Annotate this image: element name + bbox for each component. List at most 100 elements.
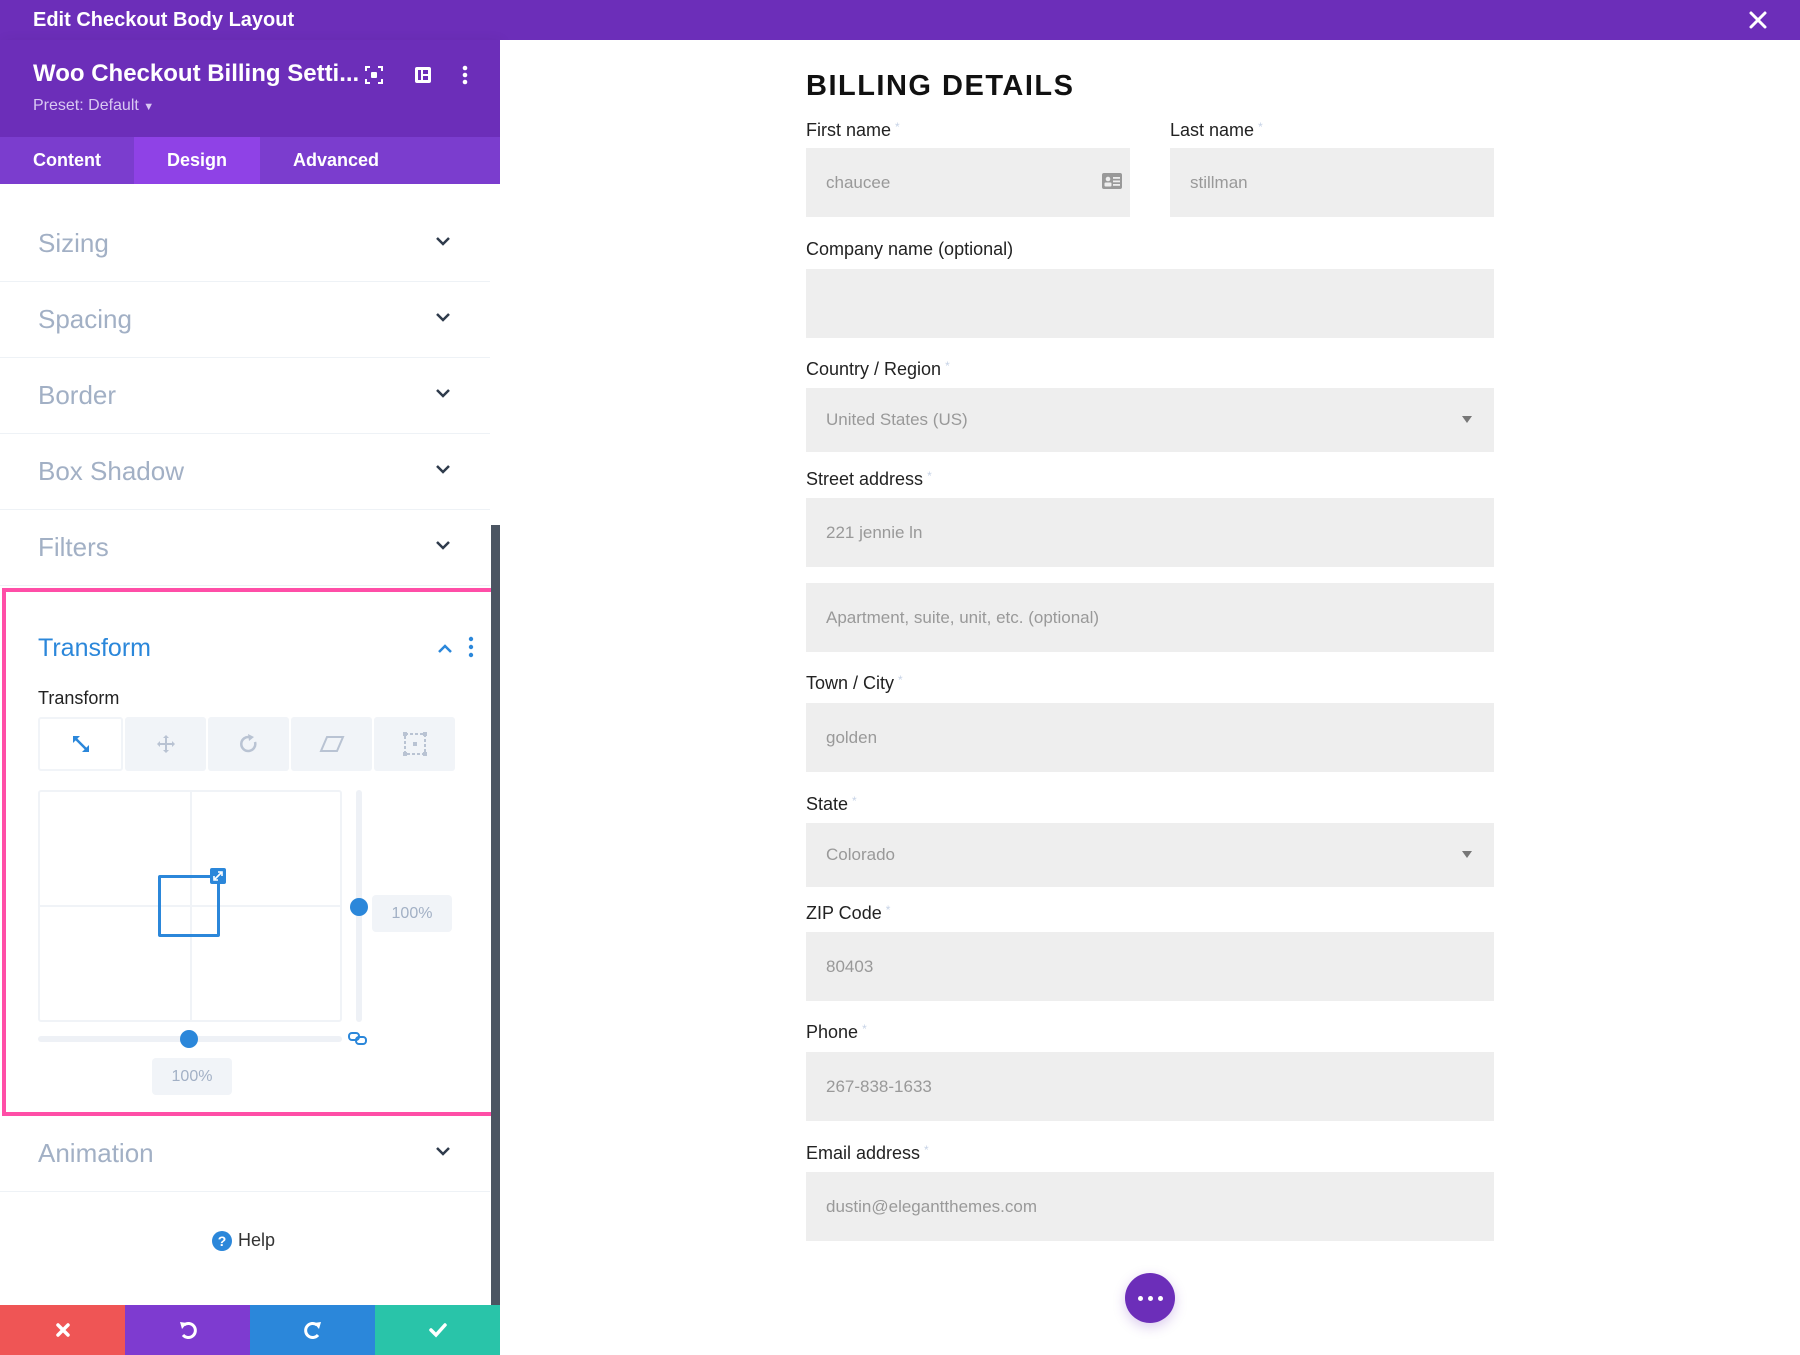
first-name-field[interactable]: chaucee <box>806 148 1130 217</box>
scale-x-input[interactable]: 100% <box>152 1058 232 1095</box>
scale-y-slider-handle[interactable] <box>350 898 368 916</box>
phone-field[interactable]: 267-838-1633 <box>806 1052 1494 1121</box>
help-icon: ? <box>212 1230 232 1251</box>
help-link[interactable]: ? Help <box>212 1230 275 1251</box>
email-value: dustin@elegantthemes.com <box>826 1196 1037 1216</box>
zip-label: ZIP Code * <box>806 903 891 923</box>
undo-button[interactable] <box>125 1305 250 1355</box>
scale-icon <box>72 736 89 752</box>
close-window-button[interactable] <box>1744 6 1772 34</box>
chevron-up-icon[interactable] <box>434 638 456 660</box>
section-box-shadow[interactable]: Box Shadow <box>0 434 490 510</box>
save-button[interactable] <box>375 1305 500 1355</box>
phone-value: 267-838-1633 <box>826 1076 932 1096</box>
focus-icon <box>365 66 383 84</box>
required-mark: * <box>852 794 857 808</box>
scale-x-slider-handle[interactable] <box>180 1030 198 1048</box>
dropdown-caret-icon <box>1462 416 1472 423</box>
required-mark: * <box>927 469 932 483</box>
required-mark: * <box>1258 120 1263 134</box>
chevron-down-icon <box>436 313 450 322</box>
module-title: Woo Checkout Billing Setti... <box>33 60 360 87</box>
section-label: Filters <box>38 532 109 562</box>
chevron-down-icon <box>436 389 450 398</box>
dropdown-caret-icon <box>1462 851 1472 858</box>
redo-button[interactable] <box>250 1305 375 1355</box>
page-settings-button[interactable] <box>1125 1273 1175 1323</box>
scale-x-slider[interactable] <box>38 1030 342 1048</box>
required-mark: * <box>924 1143 929 1157</box>
street-address-2-field[interactable]: Apartment, suite, unit, etc. (optional) <box>806 583 1494 652</box>
transform-skew-tab[interactable] <box>291 717 372 771</box>
last-name-field[interactable]: stillman <box>1170 148 1494 217</box>
redo-icon <box>303 1322 321 1339</box>
section-label: Sizing <box>38 228 109 258</box>
scale-y-input[interactable]: 100% <box>372 895 452 932</box>
required-mark: * <box>862 1022 867 1036</box>
section-spacing[interactable]: Spacing <box>0 282 490 358</box>
preset-label: Preset: Default <box>33 97 139 114</box>
ellipsis-dot <box>1147 1295 1153 1301</box>
section-border[interactable]: Border <box>0 358 490 434</box>
settings-tabs: Content Design Advanced <box>0 137 500 184</box>
contact-card-icon[interactable] <box>1102 173 1122 189</box>
city-value: golden <box>826 727 878 747</box>
scale-preview-box <box>158 875 220 937</box>
close-icon <box>1749 11 1767 29</box>
billing-title: BILLING DETAILS <box>806 70 1075 102</box>
section-label: Box Shadow <box>38 456 184 486</box>
grid-horizontal-line <box>40 905 340 907</box>
settings-panel: Woo Checkout Billing Setti... Preset: De… <box>0 40 500 1355</box>
undo-icon <box>179 1322 197 1339</box>
country-select[interactable]: United States (US) <box>806 388 1494 452</box>
section-label: Animation <box>38 1138 154 1168</box>
required-mark: * <box>898 673 903 687</box>
discard-button[interactable] <box>0 1305 125 1355</box>
company-field[interactable] <box>806 269 1494 338</box>
caret-down-icon: ▼ <box>143 101 155 113</box>
ellipsis-dot <box>1157 1295 1163 1301</box>
city-field[interactable]: golden <box>806 703 1494 772</box>
link-proportions-icon[interactable] <box>348 1032 368 1046</box>
transform-mode-tabs <box>38 717 455 771</box>
origin-icon <box>402 732 427 756</box>
tab-advanced[interactable]: Advanced <box>293 150 380 170</box>
panel-scrollbar[interactable] <box>491 525 500 1345</box>
state-select[interactable]: Colorado <box>806 823 1494 887</box>
focus-mode-button[interactable] <box>361 62 387 88</box>
street-address-field[interactable]: 221 jennie ln <box>806 498 1494 567</box>
required-mark: * <box>895 120 900 134</box>
more-vertical-icon <box>462 65 468 85</box>
skew-icon <box>318 736 345 752</box>
tab-content[interactable]: Content <box>33 150 101 170</box>
section-sizing[interactable]: Sizing <box>0 206 490 282</box>
transform-scale-tab[interactable] <box>38 717 123 771</box>
state-label: State * <box>806 794 857 814</box>
scale-preview-grid <box>38 790 342 1022</box>
last-name-label: Last name * <box>1170 120 1263 140</box>
email-field[interactable]: dustin@elegantthemes.com <box>806 1172 1494 1241</box>
scale-y-slider[interactable] <box>350 790 368 1022</box>
zip-field[interactable]: 80403 <box>806 932 1494 1001</box>
preset-dropdown[interactable]: Preset: Default ▼ <box>33 97 154 115</box>
section-filters[interactable]: Filters <box>0 510 490 586</box>
action-bar <box>0 1305 500 1355</box>
ellipsis-dot <box>1137 1295 1143 1301</box>
email-label: Email address * <box>806 1143 929 1163</box>
transform-origin-tab[interactable] <box>374 717 455 771</box>
split-view-button[interactable] <box>410 62 436 88</box>
required-mark: * <box>945 359 950 373</box>
transform-heading[interactable]: Transform <box>38 634 151 662</box>
transform-rotate-tab[interactable] <box>208 717 289 771</box>
tab-design[interactable]: Design <box>133 137 260 184</box>
help-label: Help <box>238 1230 276 1250</box>
transform-translate-tab[interactable] <box>125 717 206 771</box>
window-title-bar: Edit Checkout Body Layout <box>0 0 1800 40</box>
more-vertical-icon[interactable] <box>466 634 476 660</box>
more-options-button[interactable] <box>456 62 482 88</box>
required-mark: * <box>885 903 891 917</box>
street-value: 221 jennie ln <box>826 522 923 542</box>
section-animation[interactable]: Animation <box>0 1116 490 1192</box>
close-icon <box>55 1323 70 1337</box>
split-view-icon <box>415 67 431 83</box>
